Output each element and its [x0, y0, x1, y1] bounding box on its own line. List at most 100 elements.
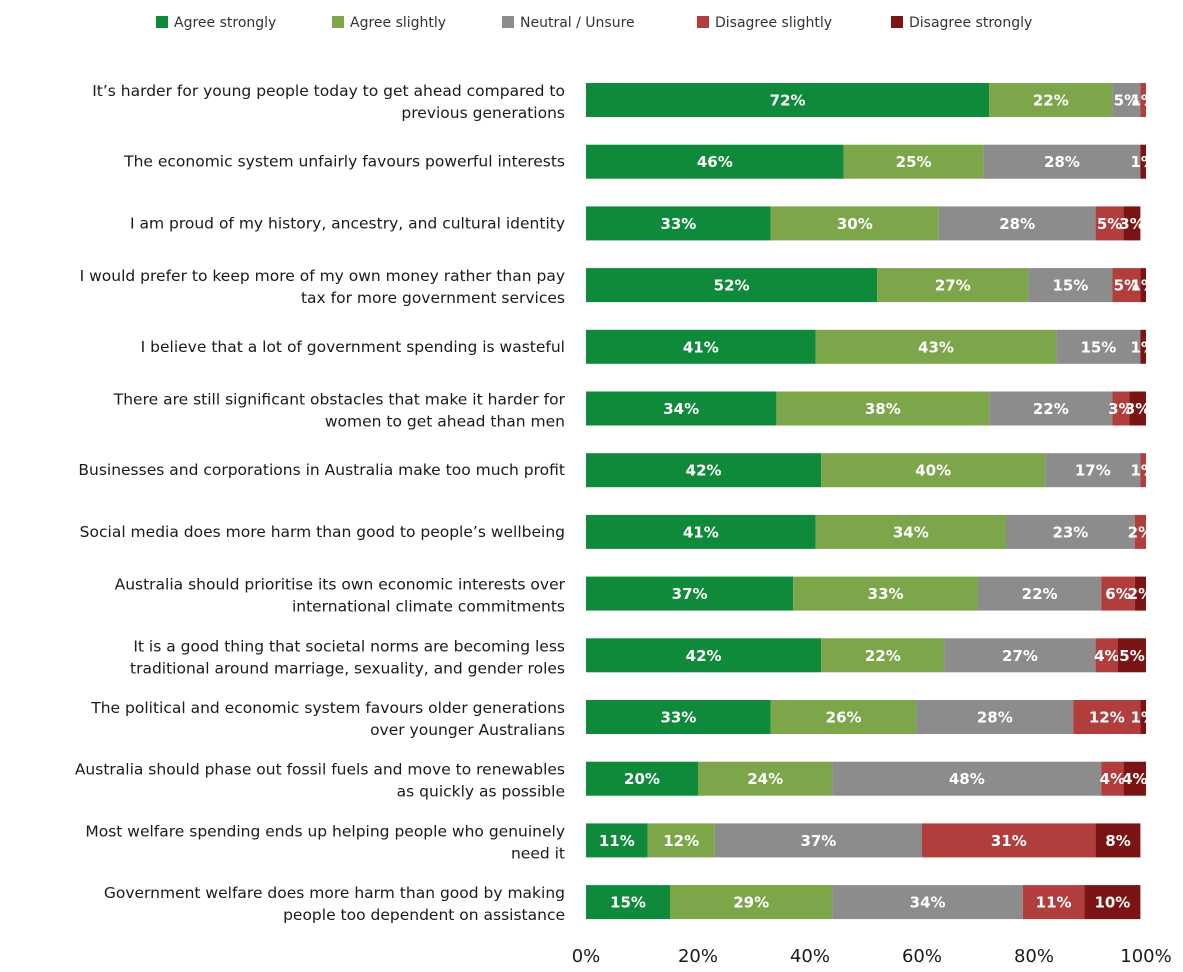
category-label-line: women to get ahead than men	[325, 413, 565, 431]
category-label-line: international climate commitments	[292, 598, 565, 616]
data-label: 12%	[1089, 709, 1125, 727]
data-label: 33%	[660, 215, 696, 233]
data-label: 1%	[1130, 462, 1155, 480]
category-label-line: Government welfare does more harm than g…	[104, 884, 565, 902]
category-label: Australia should prioritise its own econ…	[115, 576, 566, 616]
category-label: The political and economic system favour…	[90, 699, 565, 739]
bar-segment	[916, 700, 1074, 734]
x-axis: 0% 20% 40% 60% 80% 100%	[572, 946, 1172, 967]
bar-segment	[843, 144, 984, 179]
legend-label-3: Disagree slightly	[715, 15, 832, 31]
data-label: 10%	[1094, 894, 1130, 912]
bar-segment	[670, 885, 833, 920]
data-label: 1%	[1130, 92, 1155, 110]
legend: Agree strongly Agree slightly Neutral / Un…	[156, 15, 1032, 31]
data-label: 72%	[770, 92, 806, 110]
category-label-line: I would prefer to keep more of my own mo…	[80, 267, 565, 285]
data-label: 15%	[1080, 338, 1116, 356]
data-label: 29%	[733, 894, 769, 912]
category-label-line: There are still significant obstacles th…	[113, 391, 566, 409]
data-label: 22%	[1033, 92, 1069, 110]
data-label: 1%	[1130, 277, 1155, 295]
bar-segment	[1112, 391, 1130, 426]
data-label: 15%	[1052, 277, 1088, 295]
data-label: 5%	[1114, 277, 1139, 295]
category-label-line: The economic system unfairly favours pow…	[123, 153, 565, 171]
bar-segment	[1140, 700, 1146, 734]
data-label: 6%	[1105, 585, 1130, 603]
data-label: 42%	[686, 462, 722, 480]
bar-segment	[586, 761, 698, 796]
bar-segment	[586, 83, 990, 117]
data-label: 22%	[1033, 400, 1069, 418]
data-label: 34%	[663, 400, 699, 418]
data-label: 48%	[949, 770, 985, 788]
category-label: I am proud of my history, ancestry, and …	[130, 214, 565, 232]
category-label-line: over younger Australians	[370, 721, 565, 739]
bar-segment	[1134, 576, 1146, 611]
category-label-line: Businesses and corporations in Australia…	[78, 461, 565, 479]
data-label: 38%	[865, 400, 901, 418]
data-label: 42%	[686, 647, 722, 665]
bar-segment	[1056, 329, 1141, 364]
category-label: I believe that a lot of government spend…	[141, 338, 565, 356]
category-label-line: Australia should prioritise its own econ…	[115, 576, 566, 594]
bar-segment	[1112, 83, 1141, 117]
data-label: 1%	[1130, 153, 1155, 171]
bar-segment	[938, 206, 1096, 241]
data-label: 28%	[1044, 153, 1080, 171]
data-label: 15%	[610, 894, 646, 912]
data-label: 22%	[865, 647, 901, 665]
data-label: 2%	[1128, 585, 1153, 603]
bar-segment	[1095, 638, 1118, 673]
bar-segment	[821, 453, 1046, 488]
legend-swatch-1	[332, 16, 344, 28]
data-label: 1%	[1130, 338, 1155, 356]
data-label: 3%	[1108, 400, 1133, 418]
category-label-line: as quickly as possible	[397, 783, 565, 801]
legend-swatch-3	[697, 16, 709, 28]
bar-segment	[832, 885, 1023, 920]
data-label: 23%	[1052, 523, 1088, 541]
data-label: 4%	[1094, 647, 1119, 665]
data-label: 5%	[1097, 215, 1122, 233]
data-label: 5%	[1114, 92, 1139, 110]
data-label: 40%	[915, 462, 951, 480]
bar-segment	[776, 391, 990, 426]
bars: 72% 22% 5%1%46% 25% 28% 1%33% 30% 28% 5%3%52% 27%…	[586, 83, 1156, 920]
category-label-line: The political and economic system favour…	[90, 699, 565, 717]
bar-segment	[1140, 83, 1146, 117]
bar-segment	[989, 83, 1113, 117]
data-label: 11%	[599, 832, 635, 850]
bar-segment	[793, 576, 978, 611]
bar-segment	[1123, 206, 1141, 241]
category-labels: It’s harder for young people today to ge…	[75, 82, 566, 924]
category-label-line: need it	[511, 844, 565, 862]
category-label-line: Australia should phase out fossil fuels …	[75, 761, 565, 779]
bar-segment	[770, 206, 939, 241]
bar-segment	[944, 638, 1096, 673]
bar-segment	[983, 144, 1141, 179]
data-label: 12%	[663, 832, 699, 850]
data-label: 28%	[977, 709, 1013, 727]
category-label-line: traditional around marriage, sexuality, …	[130, 659, 565, 677]
data-label: 26%	[826, 709, 862, 727]
data-label: 1%	[1130, 709, 1155, 727]
data-label: 37%	[800, 832, 836, 850]
bar-segment	[877, 268, 1029, 303]
bar-segment	[1028, 268, 1113, 303]
data-label: 5%	[1119, 647, 1144, 665]
bar-segment	[1073, 700, 1141, 734]
x-tick-label: 100%	[1120, 946, 1171, 967]
category-label: Government welfare does more harm than g…	[104, 884, 565, 924]
category-label-line: Most welfare spending ends up helping pe…	[85, 822, 565, 840]
bar-segment	[586, 391, 777, 426]
data-label: 46%	[697, 153, 733, 171]
legend-swatch-2	[502, 16, 514, 28]
data-label: 3%	[1119, 215, 1144, 233]
bar-segment	[714, 823, 922, 858]
bar-segment	[1022, 885, 1085, 920]
bar-segment	[989, 391, 1113, 426]
data-label: 31%	[991, 832, 1027, 850]
